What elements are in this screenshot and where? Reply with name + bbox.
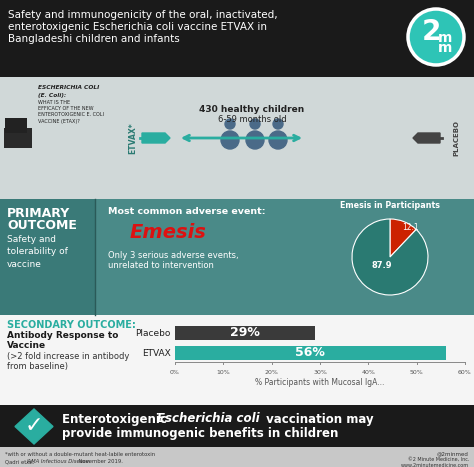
Circle shape <box>225 119 235 129</box>
Text: 12.1: 12.1 <box>402 222 419 232</box>
Text: ETVAX*: ETVAX* <box>128 122 137 154</box>
Text: OUTCOME: OUTCOME <box>7 219 77 232</box>
Text: ©2 Minute Medicine, Inc.: ©2 Minute Medicine, Inc. <box>408 457 469 462</box>
Circle shape <box>250 119 260 129</box>
Circle shape <box>408 9 464 65</box>
Text: 87.9: 87.9 <box>372 261 392 269</box>
Text: 20%: 20% <box>265 370 279 375</box>
Text: Safety and immunogenicity of the oral, inactivated,: Safety and immunogenicity of the oral, i… <box>8 10 278 20</box>
FancyBboxPatch shape <box>0 199 474 315</box>
Text: m: m <box>438 41 452 55</box>
Text: from baseline): from baseline) <box>7 362 68 371</box>
Text: Qadri et al.: Qadri et al. <box>5 459 36 464</box>
Text: November 2019.: November 2019. <box>77 459 123 464</box>
Text: 60%: 60% <box>458 370 472 375</box>
FancyBboxPatch shape <box>5 118 27 133</box>
FancyBboxPatch shape <box>0 0 474 77</box>
FancyBboxPatch shape <box>0 199 95 315</box>
Text: m: m <box>438 31 452 45</box>
Text: Escherichia coli: Escherichia coli <box>157 412 260 425</box>
Text: Vaccine: Vaccine <box>7 341 46 350</box>
Text: SECONDARY OUTCOME:: SECONDARY OUTCOME: <box>7 320 136 330</box>
Text: Safety and
tolerability of
vaccine: Safety and tolerability of vaccine <box>7 235 68 269</box>
Text: *with or without a double-mutant heat-labile enterotoxin: *with or without a double-mutant heat-la… <box>5 452 155 457</box>
Circle shape <box>246 131 264 149</box>
Text: 56%: 56% <box>295 347 325 360</box>
Text: 2: 2 <box>421 18 441 46</box>
Text: (E. Coli):: (E. Coli): <box>38 93 66 98</box>
Text: ✓: ✓ <box>25 417 43 437</box>
Text: PLACEBO: PLACEBO <box>453 120 459 156</box>
Circle shape <box>273 119 283 129</box>
Text: Antibody Response to: Antibody Response to <box>7 331 118 340</box>
Text: 0%: 0% <box>170 370 180 375</box>
Text: 40%: 40% <box>361 370 375 375</box>
Polygon shape <box>142 133 170 143</box>
Text: www.2minutemedicine.com: www.2minutemedicine.com <box>401 463 469 467</box>
Text: ETVAX: ETVAX <box>142 348 171 358</box>
Text: 50%: 50% <box>410 370 424 375</box>
Text: 430 healthy children: 430 healthy children <box>200 106 305 114</box>
Text: 30%: 30% <box>313 370 327 375</box>
FancyBboxPatch shape <box>0 77 474 199</box>
Text: vaccination may: vaccination may <box>262 412 374 425</box>
Text: 10%: 10% <box>217 370 230 375</box>
FancyBboxPatch shape <box>0 405 474 447</box>
Text: unrelated to intervention: unrelated to intervention <box>108 261 214 270</box>
Text: 29%: 29% <box>230 326 260 340</box>
Text: (>2 fold increase in antibody: (>2 fold increase in antibody <box>7 352 129 361</box>
Wedge shape <box>352 219 428 295</box>
Text: JAMA Infectious Disease.: JAMA Infectious Disease. <box>27 459 91 464</box>
Text: enterotoxigenic Escherichia coli vaccine ETVAX in: enterotoxigenic Escherichia coli vaccine… <box>8 22 267 32</box>
FancyBboxPatch shape <box>175 326 315 340</box>
FancyBboxPatch shape <box>0 447 474 467</box>
Text: Emesis: Emesis <box>130 223 207 242</box>
FancyBboxPatch shape <box>4 128 32 148</box>
Text: 6-59 months old: 6-59 months old <box>218 115 286 125</box>
Text: Emesis in Participants: Emesis in Participants <box>340 200 440 210</box>
Text: Placebo: Placebo <box>136 328 171 338</box>
Circle shape <box>221 131 239 149</box>
FancyBboxPatch shape <box>0 315 474 405</box>
Text: Bangladeshi children and infants: Bangladeshi children and infants <box>8 34 180 44</box>
Text: % Participants with Mucosal IgA...: % Participants with Mucosal IgA... <box>255 378 385 387</box>
Text: Most common adverse event:: Most common adverse event: <box>108 207 265 216</box>
Text: @2minmed: @2minmed <box>437 451 469 456</box>
Text: WHAT IS THE
EFFICACY OF THE NEW
ENTEROTOXIGENIC E. COLI
VACCINE (ETAX)?: WHAT IS THE EFFICACY OF THE NEW ENTEROTO… <box>38 100 104 124</box>
Polygon shape <box>15 409 53 444</box>
FancyBboxPatch shape <box>175 346 446 360</box>
Text: Enterotoxigenic: Enterotoxigenic <box>62 412 171 425</box>
Polygon shape <box>413 133 440 143</box>
Text: Only 3 serious adverse events,: Only 3 serious adverse events, <box>108 251 238 260</box>
Text: provide immunogenic benefits in children: provide immunogenic benefits in children <box>62 426 338 439</box>
Circle shape <box>269 131 287 149</box>
Wedge shape <box>390 219 416 257</box>
Text: PRIMARY: PRIMARY <box>7 207 70 220</box>
Text: ESCHERICHIA COLI: ESCHERICHIA COLI <box>38 85 99 90</box>
